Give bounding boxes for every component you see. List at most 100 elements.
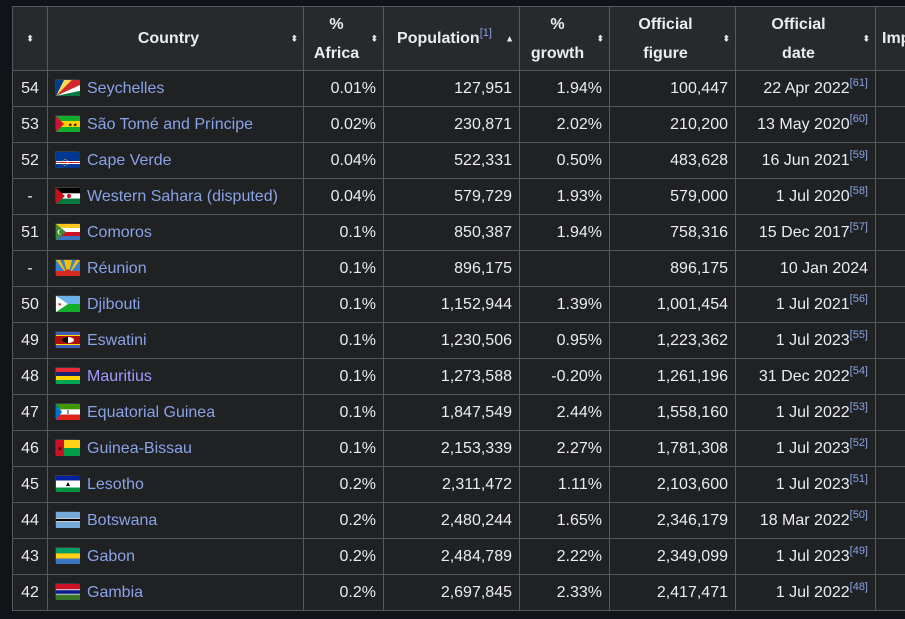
official-date-cell: 22 Apr 2022[61] <box>735 70 876 107</box>
africa-percent-cell: 0.1% <box>303 322 384 359</box>
sort-icon[interactable]: ⬍ <box>370 33 378 43</box>
country-link[interactable]: Djibouti <box>87 296 141 313</box>
population-cell: 2,153,339 <box>383 430 520 467</box>
svg-text:★: ★ <box>68 123 73 129</box>
africa-percent-header[interactable]: % Africa ⬍ <box>303 6 384 71</box>
official-figure-cell: 1,781,308 <box>609 430 736 467</box>
africa-percent-cell: 0.2% <box>303 502 384 539</box>
botswana-flag-icon[interactable] <box>55 511 80 528</box>
lesotho-flag-icon[interactable] <box>55 475 80 492</box>
reference-link[interactable]: [53] <box>849 400 868 413</box>
country-header[interactable]: Country ⬍ <box>47 6 304 71</box>
country-link[interactable]: Réunion <box>87 260 147 277</box>
reference-link[interactable]: [59] <box>849 148 868 161</box>
rank-header[interactable]: ⬍ <box>12 6 48 71</box>
djibouti-flag-icon[interactable]: ★ <box>55 295 80 312</box>
gambia-flag-icon[interactable] <box>55 583 80 600</box>
cape-verde-flag-icon[interactable] <box>55 151 80 168</box>
official-date-header[interactable]: Official date ⬍ <box>735 6 876 71</box>
official-date: 1 Jul 2022 <box>775 583 850 601</box>
western-sahara-flag-icon[interactable] <box>55 187 80 204</box>
imp-header[interactable]: Imp <box>875 6 905 71</box>
growth-cell: -0.20% <box>519 358 610 395</box>
country-cell: Seychelles <box>47 70 304 107</box>
sao-tome-flag-icon[interactable]: ★ ★ <box>55 115 80 132</box>
reunion-flag-icon[interactable] <box>55 259 80 276</box>
equatorial-guinea-flag-icon[interactable] <box>55 403 80 420</box>
country-link[interactable]: Seychelles <box>87 80 165 97</box>
reference-link[interactable]: [61] <box>849 76 868 89</box>
imp-cell <box>875 178 905 215</box>
official-date-cell: 15 Dec 2017[57] <box>735 214 876 251</box>
country-cell: ★ ★ São Tomé and Príncipe <box>47 106 304 143</box>
official-figure-cell: 1,223,362 <box>609 322 736 359</box>
country-link[interactable]: Eswatini <box>87 332 147 349</box>
sort-icon[interactable]: ⬍ <box>722 33 730 43</box>
official-date: 15 Dec 2017 <box>758 223 850 241</box>
sort-icon[interactable]: ⬍ <box>290 33 298 43</box>
rank-cell: 51 <box>12 214 48 251</box>
country-link[interactable]: Cape Verde <box>87 152 172 169</box>
reference-link[interactable]: [1] <box>479 27 492 39</box>
table-row: 51 Comoros 0.1% 850,387 1.94% 758,316 15 Dec 2… <box>12 214 905 251</box>
reference-link[interactable]: [52] <box>849 436 868 449</box>
country-cell: Botswana <box>47 502 304 539</box>
country-link[interactable]: Botswana <box>87 512 158 529</box>
reference-link[interactable]: [49] <box>849 544 868 557</box>
reference-link[interactable]: [58] <box>849 184 868 197</box>
official-date: 1 Jul 2022 <box>775 403 850 421</box>
country-link[interactable]: Gabon <box>87 548 136 565</box>
official-date: 1 Jul 2021 <box>775 295 850 313</box>
growth-cell: 0.95% <box>519 322 610 359</box>
official-date-cell: 10 Jan 2024 <box>735 250 876 287</box>
gabon-flag-icon[interactable] <box>55 547 80 564</box>
country-link[interactable]: Guinea-Bissau <box>87 440 192 457</box>
official-date: 16 Jun 2021 <box>761 151 850 169</box>
growth-header[interactable]: % growth ⬍ <box>519 6 610 71</box>
reference-link[interactable]: [50] <box>849 508 868 521</box>
sort-ascending-icon[interactable]: ▲ <box>505 33 514 43</box>
official-figure-cell: 2,346,179 <box>609 502 736 539</box>
reference-link[interactable]: [57] <box>849 220 868 233</box>
sort-icon[interactable]: ⬍ <box>596 33 604 43</box>
africa-percent-cell: 0.04% <box>303 178 384 215</box>
country-link[interactable]: Comoros <box>87 224 152 241</box>
country-link[interactable]: Western Sahara (disputed) <box>87 188 278 205</box>
rank-cell: 48 <box>12 358 48 395</box>
rank-cell: 42 <box>12 574 48 611</box>
official-figure-cell: 1,001,454 <box>609 286 736 323</box>
sort-icon[interactable]: ⬍ <box>862 33 870 43</box>
official-date: 22 Apr 2022 <box>763 79 850 97</box>
rank-cell: - <box>12 178 48 215</box>
country-link[interactable]: São Tomé and Príncipe <box>87 116 254 133</box>
population-header[interactable]: Population[1] ▲ <box>383 6 520 71</box>
imp-cell <box>875 70 905 107</box>
africa-percent-cell: 0.1% <box>303 250 384 287</box>
seychelles-flag-icon[interactable] <box>55 79 80 96</box>
reference-link[interactable]: [56] <box>849 292 868 305</box>
eswatini-flag-icon[interactable] <box>55 331 80 348</box>
country-link[interactable]: Mauritius <box>87 368 152 385</box>
country-cell: Réunion <box>47 250 304 287</box>
imp-cell <box>875 214 905 251</box>
country-link[interactable]: Equatorial Guinea <box>87 404 216 421</box>
table-row: 47 Equatorial Guinea 0.1% 1,847,549 2.44% 1,5… <box>12 394 905 431</box>
comoros-flag-icon[interactable] <box>55 223 80 240</box>
country-link[interactable]: Gambia <box>87 584 144 601</box>
official-date-cell: 1 Jul 2023[52] <box>735 430 876 467</box>
reference-link[interactable]: [48] <box>849 580 868 593</box>
rank-cell: 47 <box>12 394 48 431</box>
reference-link[interactable]: [60] <box>849 112 868 125</box>
africa-percent-cell: 0.1% <box>303 358 384 395</box>
mauritius-flag-icon[interactable] <box>55 367 80 384</box>
guinea-bissau-flag-icon[interactable]: ★ <box>55 439 80 456</box>
reference-link[interactable]: [55] <box>849 328 868 341</box>
sort-icon[interactable]: ⬍ <box>26 33 34 43</box>
reference-link[interactable]: [54] <box>849 364 868 377</box>
imp-cell <box>875 322 905 359</box>
country-cell: Eswatini <box>47 322 304 359</box>
official-figure-header[interactable]: Official figure ⬍ <box>609 6 736 71</box>
country-link[interactable]: Lesotho <box>87 476 144 493</box>
reference-link[interactable]: [51] <box>849 472 868 485</box>
imp-cell <box>875 502 905 539</box>
